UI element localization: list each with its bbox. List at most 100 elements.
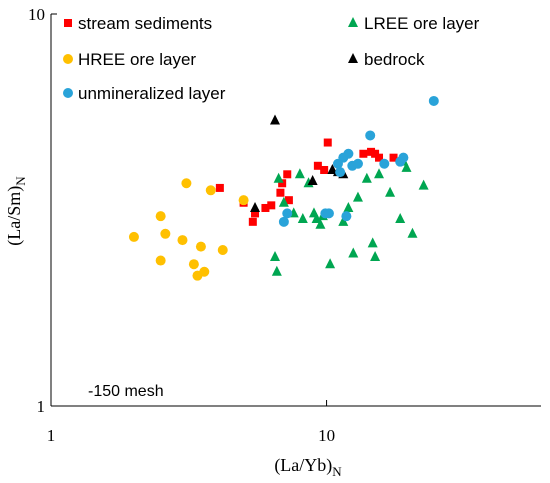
legend-label: unmineralized layer [78,84,226,103]
data-point [283,170,292,179]
y-tick-label: 10 [28,5,45,24]
data-point [278,196,289,207]
data-point [307,174,318,185]
data-point [401,161,412,172]
data-point [374,168,385,179]
data-point [271,265,282,276]
y-axis-title-subscript: N [13,176,28,186]
data-point [188,259,199,270]
data-point [325,258,336,269]
data-point [278,179,287,188]
data-point [348,247,359,258]
data-point [361,172,372,183]
data-point [335,167,346,178]
data-point [238,195,249,206]
data-point [282,208,293,219]
data-point [375,153,384,162]
data-point [273,172,284,183]
data-point [385,186,396,197]
data-point [370,250,381,261]
data-point [341,211,352,222]
data-point [155,211,166,222]
legend-label: LREE ore layer [364,14,480,33]
data-point [195,241,206,252]
data-point [215,183,224,192]
data-point [205,185,216,196]
data-point [261,203,270,212]
data-point [323,138,332,147]
data-point [332,158,343,169]
legend: stream sediments LREE ore layer HREE ore l… [63,14,480,103]
data-point [320,165,329,174]
data-point [297,212,308,223]
data-point [418,179,429,190]
data-point [428,95,439,106]
data-point [199,266,210,277]
data-point [217,245,228,256]
data-point [352,191,363,202]
legend-item: HREE ore layer [63,50,196,69]
legend-item: unmineralized layer [63,84,226,103]
x-tick-label: 1 [47,426,56,445]
data-point [250,201,261,212]
axis-ticks: 1 10 1 10 [28,5,335,445]
legend-item: LREE ore layer [348,14,480,33]
sample-size-annotation: -150 mesh [88,383,164,400]
series-stream-sediments [215,138,398,226]
data-point [270,250,281,261]
legend-item: bedrock [348,50,425,69]
y-axis-title: (La/Sm)N [4,176,28,246]
data-point [407,227,418,238]
x-tick-label: 10 [318,426,335,445]
legend-label: bedrock [364,50,425,69]
data-point [284,196,293,205]
data-point [177,235,188,246]
data-point [128,231,139,242]
series-unmineralized-layer [278,95,439,227]
data-point [248,217,257,226]
data-point [155,255,166,266]
data-point [343,201,354,212]
data-point [311,212,322,223]
data-point [267,201,276,210]
data-point [338,215,349,226]
data-point [343,148,354,159]
y-tick-label: 1 [37,397,46,416]
series-hree-ore-layer [128,178,249,281]
data-point [270,114,281,125]
data-point [276,188,285,197]
x-axis-title: (La/Yb)N [274,455,342,479]
data-point [359,149,368,158]
x-axis-title-main: (La/Yb) [274,455,332,476]
data-point [278,216,289,227]
legend-marker [348,17,358,27]
y-axis-title-main: (La/Sm) [4,186,25,246]
data-point [160,228,171,239]
x-axis-title-subscript: N [332,464,342,479]
data-point [323,208,334,219]
data-point [352,158,363,169]
data-point [395,212,406,223]
data-point [389,153,398,162]
data-point [379,158,390,169]
data-point [313,161,322,170]
legend-marker [63,88,73,98]
data-point [367,147,376,156]
data-point [181,178,192,189]
data-point [367,237,378,248]
data-point [365,130,376,141]
legend-marker [64,19,72,27]
data-point [315,218,326,229]
legend-marker [348,53,358,63]
data-point [398,152,409,163]
legend-label: stream sediments [78,14,212,33]
plot-marks [128,95,439,281]
legend-marker [63,54,73,64]
legend-item: stream sediments [64,14,212,33]
data-point [327,163,338,174]
legend-label: HREE ore layer [78,50,196,69]
data-point [294,168,305,179]
data-point [251,209,260,218]
